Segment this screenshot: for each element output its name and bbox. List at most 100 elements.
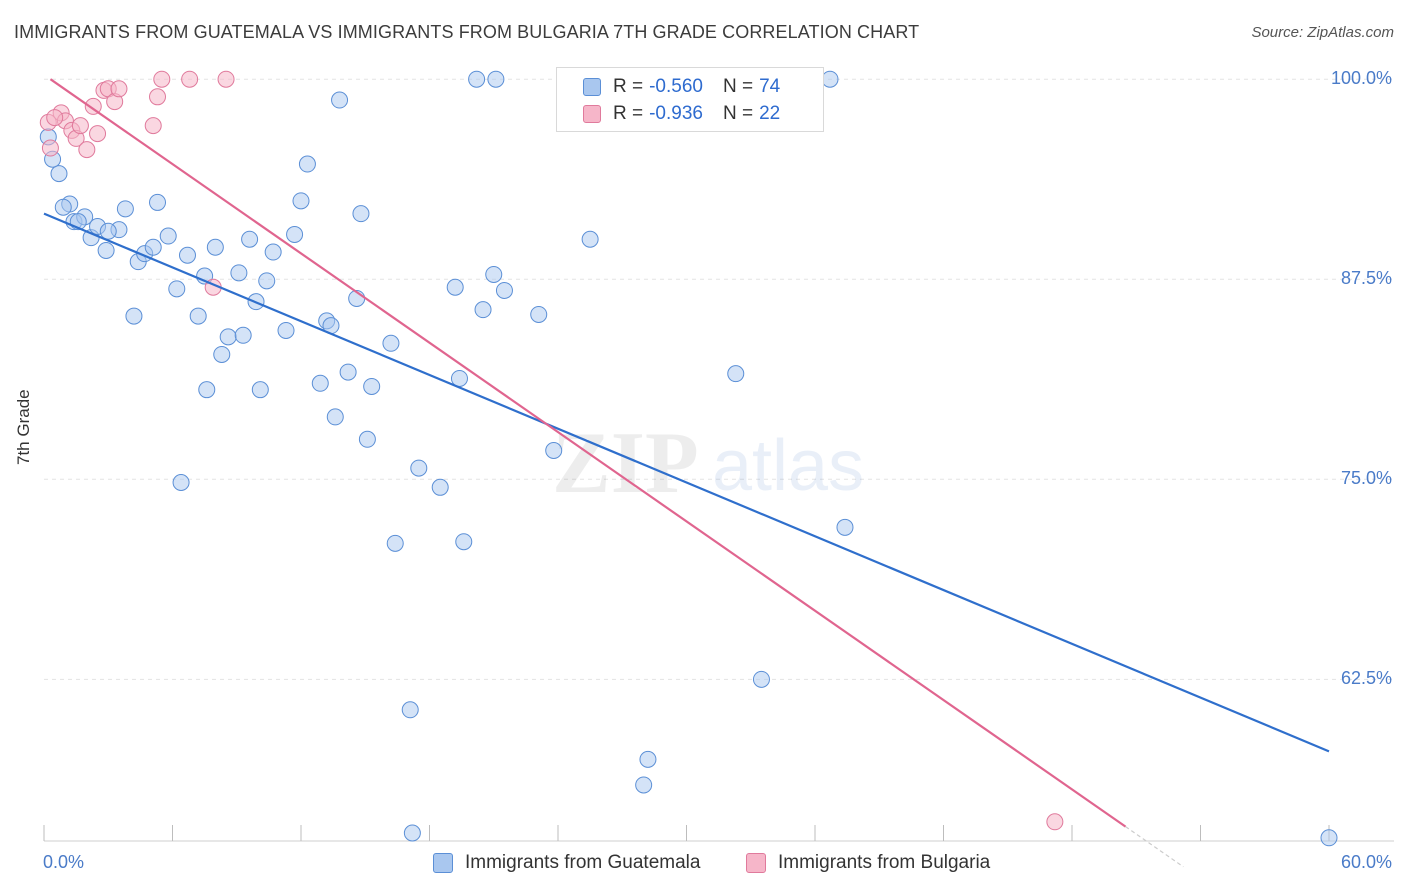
data-point-guatemala — [468, 70, 486, 88]
legend-n-value: 22 — [759, 103, 781, 124]
data-point-guatemala — [251, 381, 269, 399]
data-point-guatemala — [213, 345, 231, 363]
data-point-guatemala — [752, 670, 770, 688]
chart-title: IMMIGRANTS FROM GUATEMALA VS IMMIGRANTS … — [14, 22, 920, 42]
data-point-guatemala — [172, 474, 190, 492]
bottom-legend: Immigrants from Guatemala Immigrants fro… — [0, 852, 1406, 878]
data-point-bulgaria — [181, 70, 199, 88]
x-tick-label-max: 60.0% — [1340, 852, 1392, 872]
data-point-guatemala — [50, 165, 68, 183]
data-point-guatemala — [99, 222, 117, 240]
data-point-bulgaria — [84, 97, 102, 115]
data-point-bulgaria — [217, 70, 235, 88]
data-point-guatemala — [230, 264, 248, 282]
bottom-legend-label-bulgaria: Immigrants from Bulgaria — [778, 852, 991, 873]
data-point-guatemala — [821, 70, 839, 88]
data-point-guatemala — [836, 518, 854, 536]
data-point-guatemala — [116, 200, 134, 218]
data-point-bulgaria — [149, 88, 167, 106]
data-point-guatemala — [206, 238, 224, 256]
y-tick-label: 75.0% — [1340, 468, 1392, 489]
data-point-guatemala — [149, 193, 167, 211]
bottom-legend-bulgaria: Immigrants from Bulgaria — [746, 852, 990, 874]
data-point-bulgaria — [89, 125, 107, 143]
data-point-guatemala — [339, 363, 357, 381]
source-label: Source: ZipAtlas.com — [1251, 24, 1394, 41]
data-point-guatemala — [485, 265, 503, 283]
guatemala-points — [39, 70, 1338, 847]
data-point-guatemala — [241, 230, 259, 248]
data-point-guatemala — [363, 377, 381, 395]
data-point-guatemala — [530, 305, 548, 323]
data-point-guatemala — [358, 430, 376, 448]
data-point-bulgaria — [71, 117, 89, 135]
data-point-guatemala — [189, 307, 207, 325]
data-point-guatemala — [311, 374, 329, 392]
legend-r-label: R = — [613, 103, 644, 124]
trend-line-bulgaria-extension — [1125, 826, 1184, 868]
watermark: ZIP atlas — [552, 415, 864, 512]
data-point-guatemala — [168, 280, 186, 298]
trend-line-bulgaria — [49, 78, 1127, 828]
bottom-legend-swatch-guatemala — [433, 853, 453, 873]
legend-row-bulgaria: R = -0.936 N = 22 — [557, 100, 780, 128]
y-tick-label: 100.0% — [1330, 68, 1392, 89]
data-point-guatemala — [455, 533, 473, 551]
x-tick-label-min: 0.0% — [43, 852, 85, 872]
y-axis-label: 7th Grade — [14, 389, 33, 465]
legend-r-value: -0.936 — [649, 103, 703, 124]
data-point-bulgaria — [153, 70, 171, 88]
data-point-guatemala — [474, 301, 492, 319]
legend-r-value: -0.560 — [649, 76, 703, 97]
trend-lines — [43, 78, 1330, 868]
data-point-guatemala — [54, 198, 72, 216]
data-point-guatemala — [159, 227, 177, 245]
data-point-guatemala — [382, 334, 400, 352]
data-point-guatemala — [125, 307, 143, 325]
data-point-guatemala — [277, 321, 295, 339]
data-point-guatemala — [1320, 829, 1338, 847]
data-point-guatemala — [410, 459, 428, 477]
data-point-guatemala — [431, 478, 449, 496]
bottom-legend-guatemala: Immigrants from Guatemala — [433, 852, 700, 874]
data-point-guatemala — [487, 70, 505, 88]
data-point-guatemala — [352, 205, 370, 223]
watermark-atlas: atlas — [712, 426, 864, 506]
data-point-guatemala — [178, 246, 196, 264]
legend-n-label: N = — [722, 76, 754, 97]
data-point-guatemala — [727, 365, 745, 383]
legend-swatch-bulgaria — [583, 105, 601, 123]
data-point-guatemala — [292, 192, 310, 210]
data-point-guatemala — [331, 91, 349, 109]
data-point-guatemala — [286, 225, 304, 243]
data-point-guatemala — [581, 230, 599, 248]
bottom-legend-swatch-bulgaria — [746, 853, 766, 873]
data-point-bulgaria — [1046, 813, 1064, 831]
bulgaria-points — [39, 70, 1064, 831]
data-point-bulgaria — [41, 139, 59, 157]
watermark-zip: ZIP — [552, 415, 699, 512]
legend-box: R = -0.560 N = 74 R = -0.936 N = 22 — [556, 67, 824, 132]
y-tick-label: 87.5% — [1340, 268, 1392, 289]
data-point-guatemala — [446, 278, 464, 296]
data-point-guatemala — [545, 442, 563, 459]
legend-swatch-guatemala — [583, 78, 601, 96]
x-axis — [43, 825, 1394, 842]
data-point-guatemala — [234, 326, 252, 344]
data-point-guatemala — [97, 241, 115, 259]
data-point-guatemala — [258, 272, 276, 290]
legend-n-label: N = — [722, 103, 754, 124]
legend-n-value: 74 — [759, 76, 781, 97]
data-point-guatemala — [403, 824, 421, 842]
data-point-guatemala — [639, 750, 657, 768]
legend-row-guatemala: R = -0.560 N = 74 — [557, 73, 780, 101]
data-point-guatemala — [144, 238, 162, 256]
data-point-bulgaria — [110, 80, 128, 98]
data-point-guatemala — [635, 776, 653, 794]
data-point-guatemala — [298, 155, 316, 173]
data-point-guatemala — [326, 408, 344, 426]
data-point-guatemala — [264, 243, 282, 261]
data-point-guatemala — [386, 534, 404, 552]
data-point-guatemala — [495, 281, 513, 299]
